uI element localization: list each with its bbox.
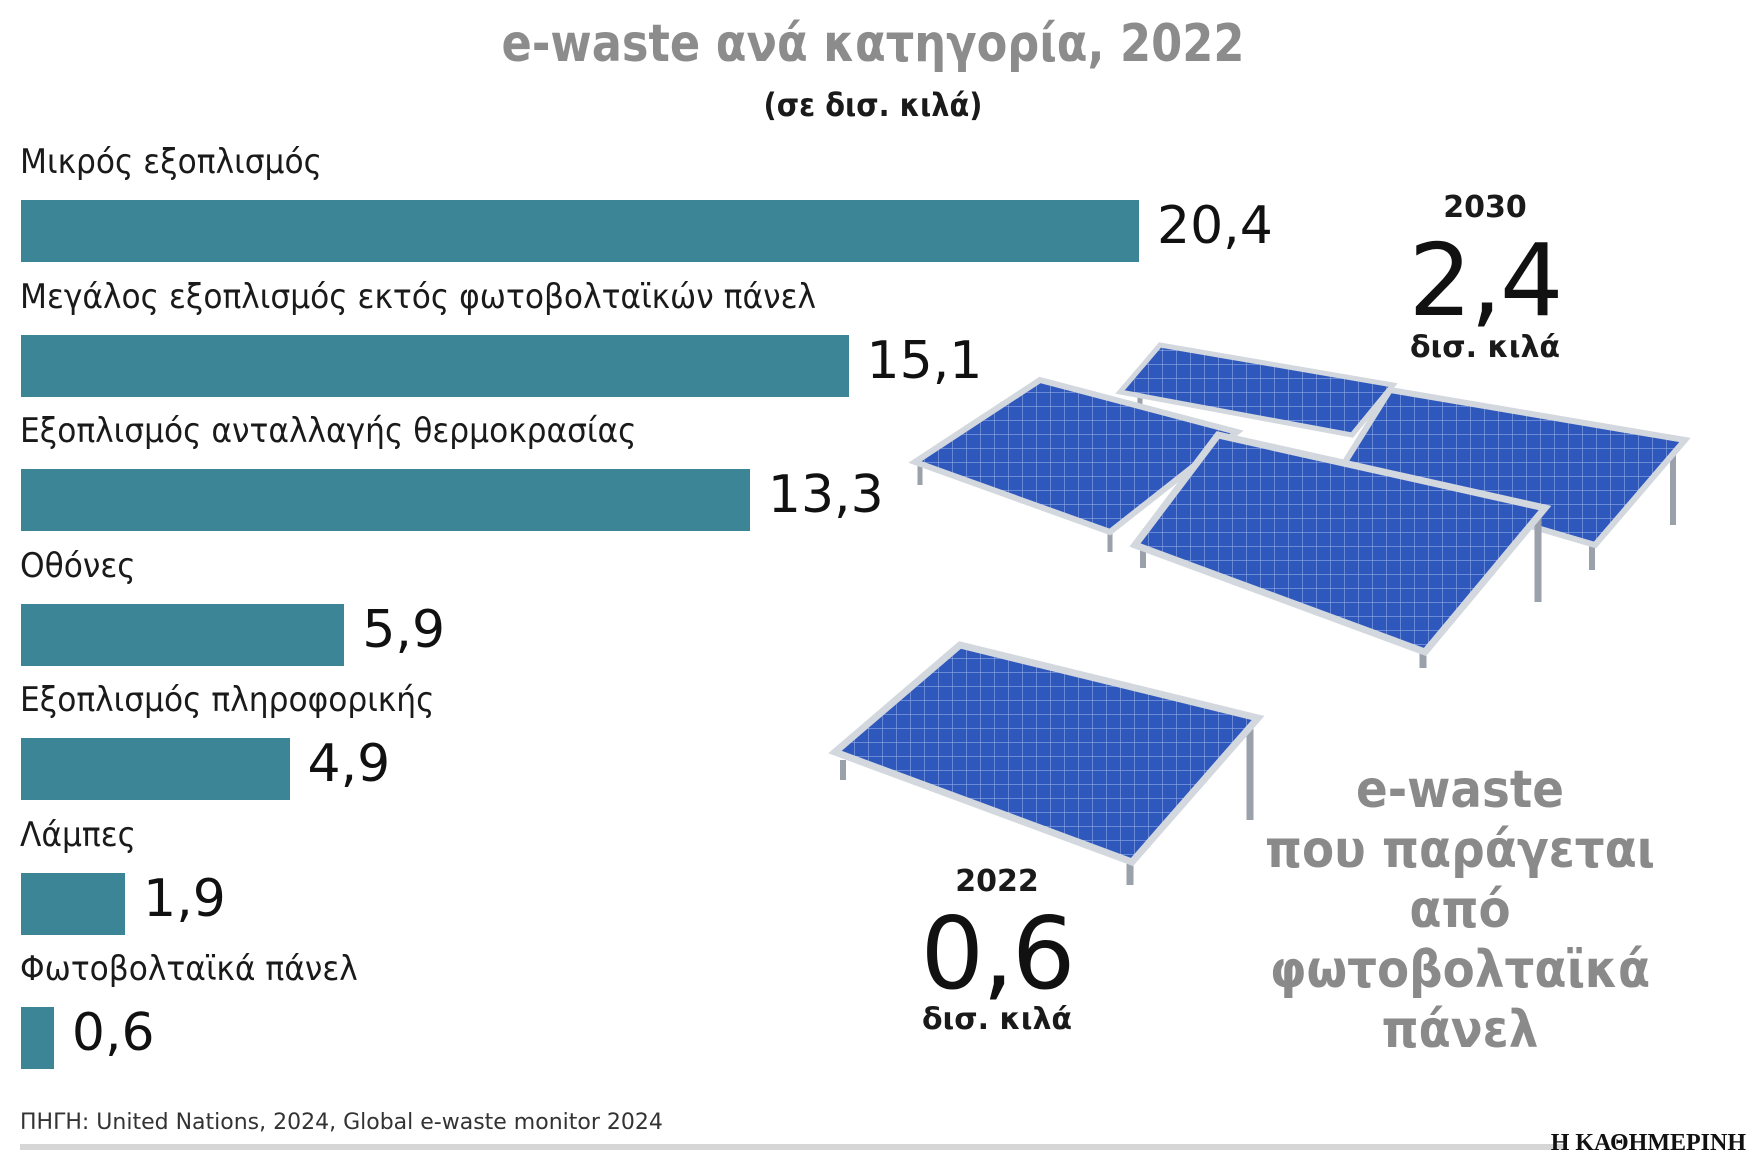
solar-panel-left xyxy=(908,376,1244,552)
callout-2022-year: 2022 xyxy=(955,864,1039,899)
bar xyxy=(21,738,290,800)
bar xyxy=(21,469,750,531)
bar-value-label: 0,6 xyxy=(71,1003,155,1063)
ewaste-line-1: e-waste xyxy=(1356,760,1564,820)
bar xyxy=(21,603,345,666)
callout-2030-value: 2,4 xyxy=(1408,222,1563,339)
bar-value-label: 15,1 xyxy=(866,330,983,391)
bar-value-label: 5,9 xyxy=(362,599,446,660)
bar-value-label: 4,9 xyxy=(307,734,391,794)
bar xyxy=(21,1007,54,1069)
callout-2030-year: 2030 xyxy=(1443,190,1527,225)
category-label: Οθόνες xyxy=(20,545,136,586)
solar-panel-right xyxy=(1335,386,1691,570)
bar-value-label: 13,3 xyxy=(767,465,884,525)
ewaste-caption: e-waste που παράγεται από φωτοβολταϊκά π… xyxy=(1210,760,1710,1060)
callout-2030-unit: δισ. κιλά xyxy=(1409,330,1561,365)
category-label: Μεγάλος εξοπλισμός εκτός φωτοβολταϊκών π… xyxy=(20,276,817,317)
ewaste-line-2: που παράγεται xyxy=(1264,820,1656,880)
solar-panel-single xyxy=(828,641,1265,885)
bar xyxy=(21,334,849,397)
category-label: Μικρός εξοπλισμός xyxy=(20,142,322,182)
chart-subtitle: (σε δισ. κιλά) xyxy=(763,86,983,124)
category-label: Λάμπες xyxy=(20,814,137,855)
bar xyxy=(21,200,1139,262)
ewaste-line-3: από φωτοβολταϊκά xyxy=(1269,880,1651,1000)
callout-2022-unit: δισ. κιλά xyxy=(921,1002,1073,1037)
ewaste-line-4: πάνελ xyxy=(1381,1000,1539,1060)
source-note: ΠΗΓΗ: United Nations, 2024, Global e-was… xyxy=(20,1110,663,1135)
bar xyxy=(21,872,126,935)
brand-logo: Η ΚΑΘΗΜΕΡΙΝΗ xyxy=(1550,1130,1746,1156)
footer-divider xyxy=(20,1144,1565,1150)
chart-title: e-waste ανά κατηγορία, 2022 xyxy=(501,14,1245,74)
solar-panel-front xyxy=(1129,431,1552,668)
category-label: Φωτοβολταϊκά πάνελ xyxy=(20,949,358,989)
category-label: Εξοπλισμός πληροφορικής xyxy=(20,680,435,720)
category-label: Εξοπλισμός ανταλλαγής θερμοκρασίας xyxy=(20,411,637,451)
bar-value-label: 20,4 xyxy=(1157,196,1273,256)
bar-value-label: 1,9 xyxy=(143,868,226,929)
callout-2022-value: 0,6 xyxy=(920,895,1075,1012)
